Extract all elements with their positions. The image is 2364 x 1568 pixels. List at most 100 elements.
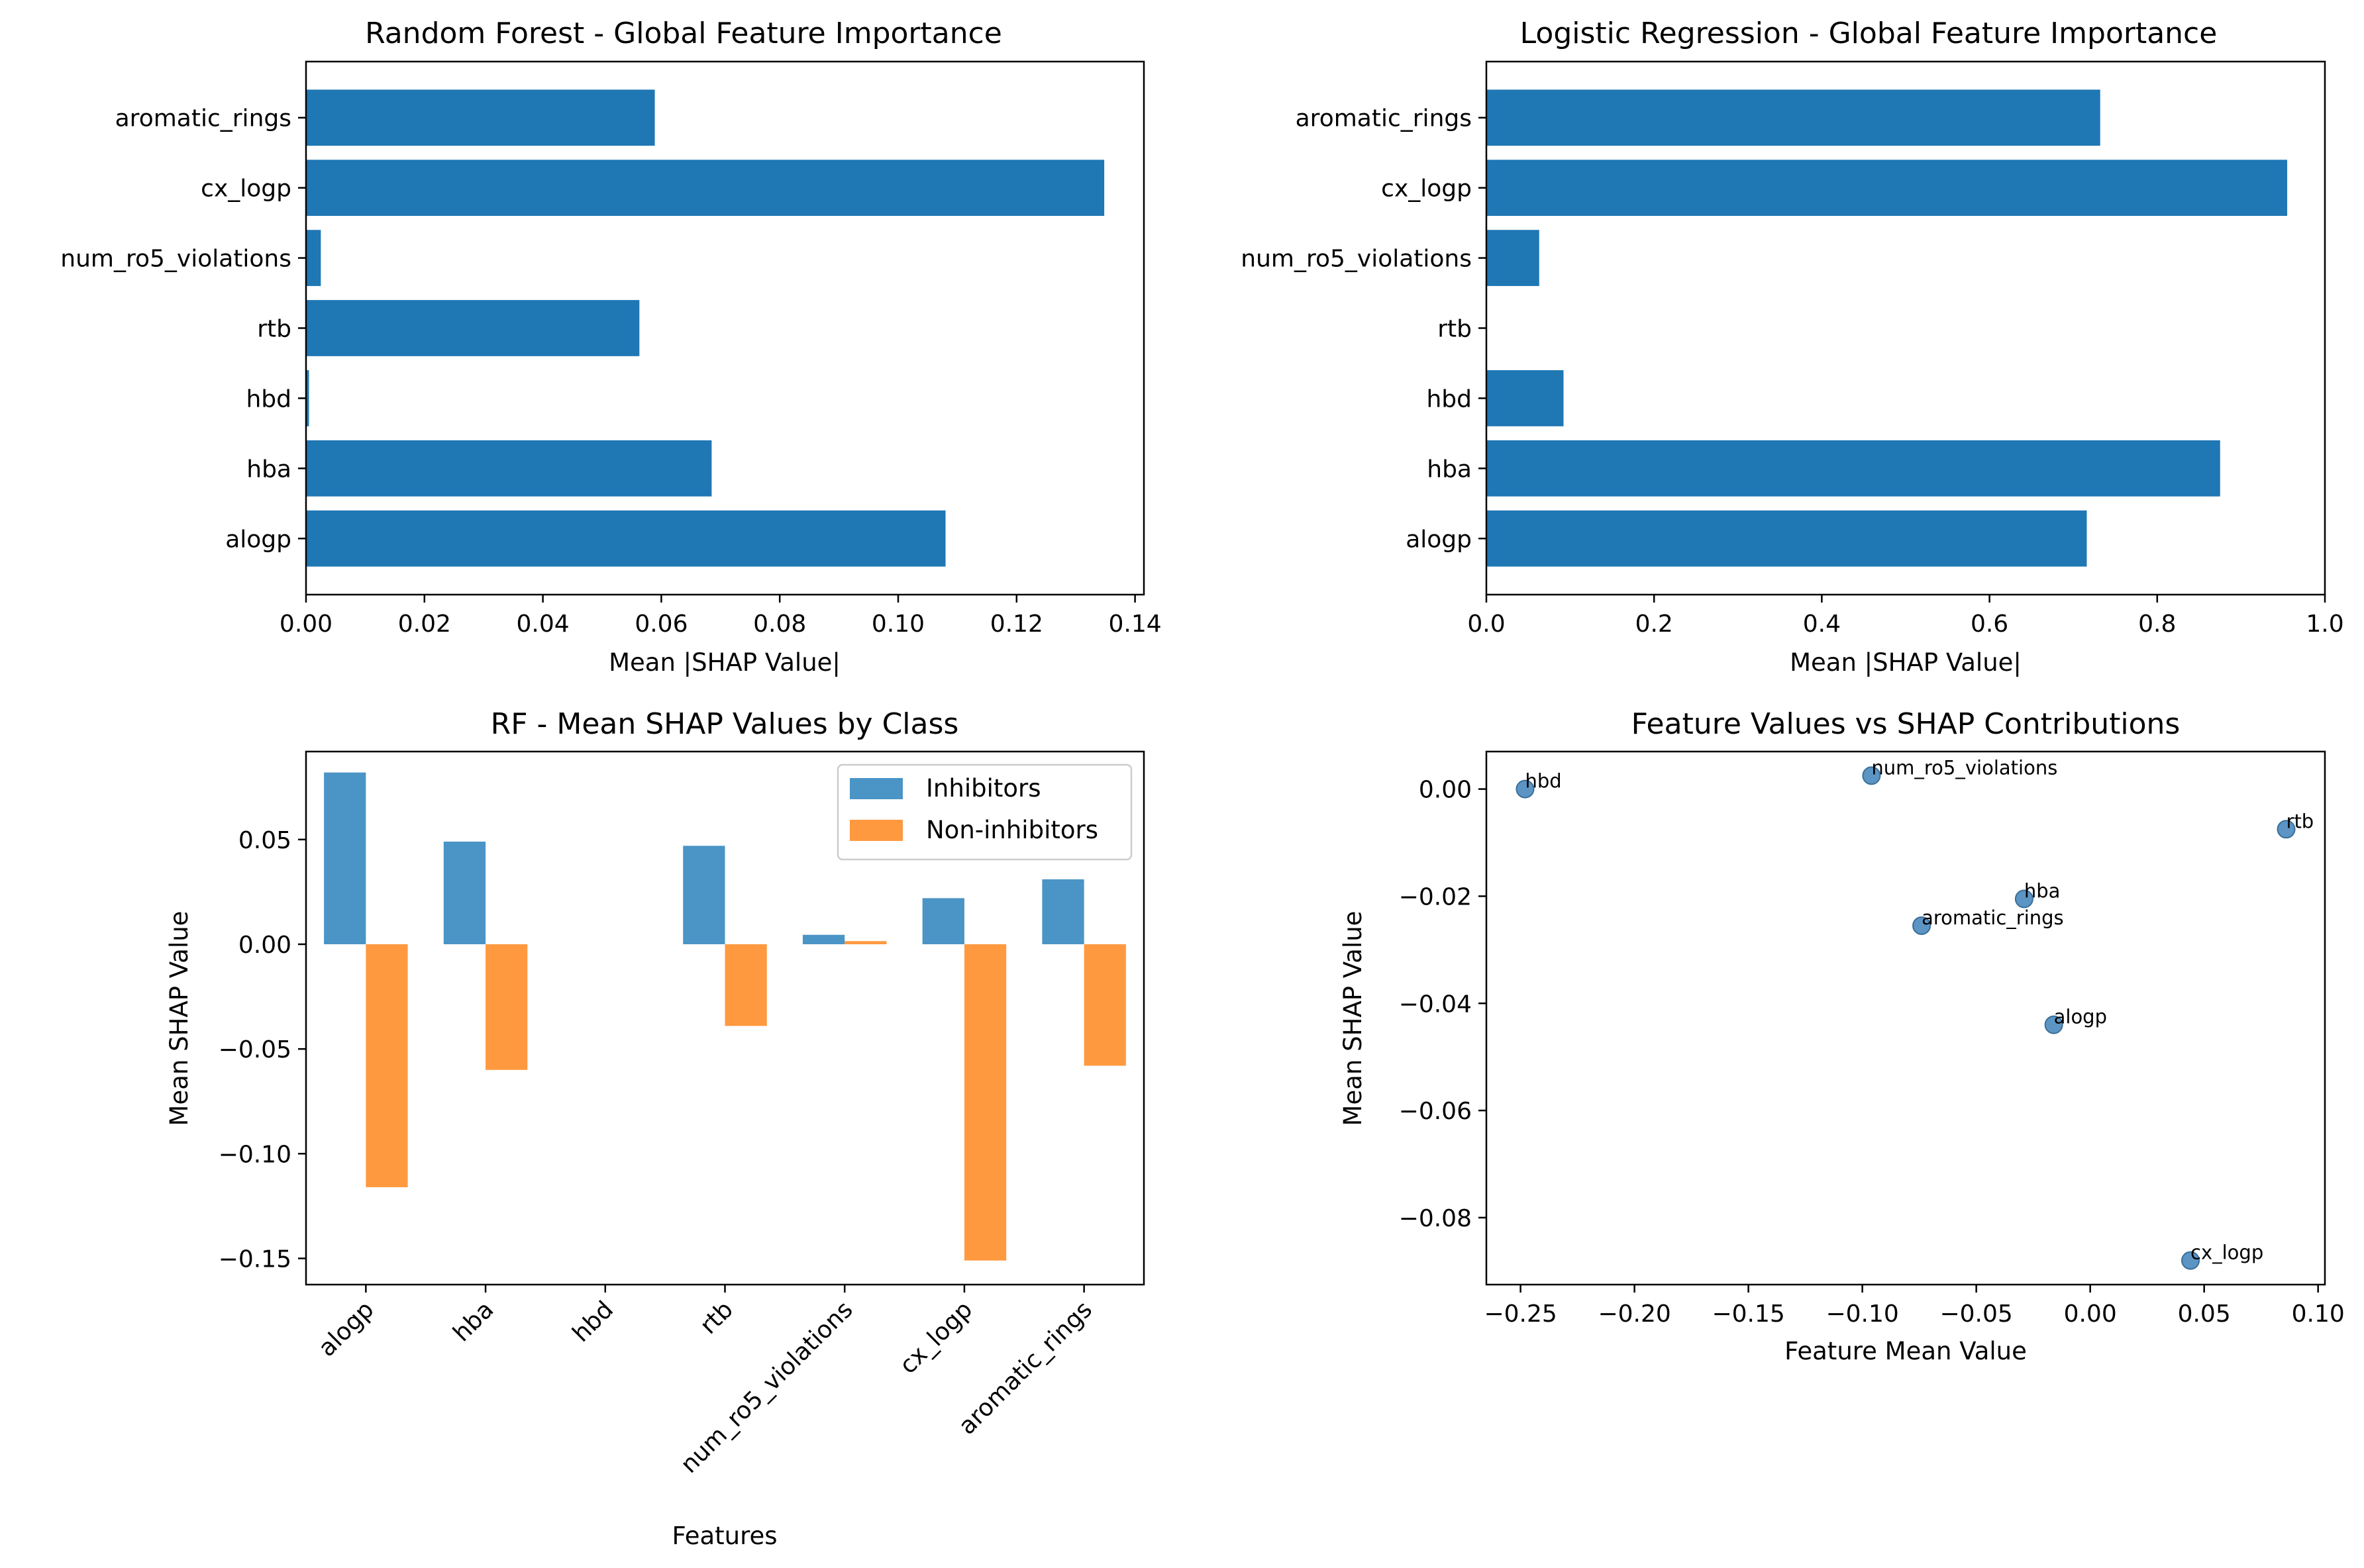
point-cx_logp [2181, 1251, 2200, 1270]
bar-aromatic_rings [1486, 89, 2100, 146]
point-aromatic_rings [1912, 916, 1931, 935]
chart-title: Feature Values vs SHAP Contributions [1631, 707, 2181, 741]
point-hba [2014, 889, 2033, 908]
bar-num_ro5_violations-inhibitors [802, 934, 845, 945]
y-tick-label: hba [1427, 456, 1472, 483]
bar-rtb [306, 300, 640, 356]
x-tick-label: 0.4 [1803, 611, 1841, 638]
bar-alogp [306, 510, 946, 567]
x-tick-label: 0.06 [635, 611, 688, 638]
x-tick-label: −0.20 [1598, 1300, 1670, 1328]
bar-hba-inhibitors [443, 842, 486, 945]
bar-hba [1486, 440, 2220, 497]
point-label-cx_logp: cx_logp [2190, 1242, 2263, 1264]
x-tick-label: 0.02 [398, 611, 451, 638]
y-tick-label: −0.05 [219, 1036, 291, 1063]
y-tick-label: rtb [1437, 316, 1472, 343]
point-rtb [2277, 820, 2296, 839]
y-axis-label: Mean SHAP Value [165, 911, 193, 1126]
chart-title: Random Forest - Global Feature Importanc… [365, 17, 1002, 50]
legend-label-inhibitors: Inhibitors [926, 774, 1041, 803]
bar-num_ro5_violations [306, 230, 321, 286]
x-tick-label: −0.25 [1484, 1300, 1557, 1328]
point-hbd [1516, 779, 1535, 799]
x-axis-label: Mean |SHAP Value| [1790, 648, 2022, 677]
x-tick-label: 0.00 [2064, 1300, 2117, 1328]
legend: Inhibitors Non-inhibitors [837, 763, 1133, 861]
legend-box [837, 763, 1133, 861]
x-tick-label: cx_logp [895, 1296, 978, 1379]
plot-frame [1485, 60, 2326, 596]
y-tick-label: aromatic_rings [1296, 105, 1472, 132]
point-label-rtb: rtb [2287, 810, 2314, 832]
y-tick-label: hba [246, 456, 291, 483]
y-tick-label: 0.05 [238, 827, 291, 854]
y-tick-label: cx_logp [1381, 175, 1472, 203]
x-tick-label: 0.00 [280, 611, 333, 638]
y-tick-label: −0.02 [1399, 883, 1472, 910]
chart-title: RF - Mean SHAP Values by Class [491, 707, 959, 741]
x-tick-label: 0.12 [990, 611, 1043, 638]
y-tick-label: 0.00 [238, 932, 291, 959]
x-tick-label: −0.15 [1712, 1300, 1784, 1328]
x-tick-label: 0.08 [753, 611, 806, 638]
plot-frame [305, 60, 1145, 596]
point-alogp [2044, 1015, 2063, 1034]
x-tick-label: 0.10 [2292, 1300, 2345, 1328]
bar-alogp [1486, 510, 2087, 567]
y-tick-label: −0.08 [1399, 1205, 1472, 1232]
y-tick-label: aromatic_rings [115, 105, 291, 132]
point-label-num_ro5_violations: num_ro5_violations [1871, 756, 2057, 779]
x-tick-label: 0.14 [1109, 611, 1162, 638]
bar-aromatic_rings-inhibitors [1042, 879, 1084, 945]
legend-swatch-inhibitors [850, 778, 903, 799]
point-label-hbd: hbd [1525, 770, 1561, 793]
y-tick-label: −0.04 [1399, 991, 1472, 1018]
chart-title: Logistic Regression - Global Feature Imp… [1520, 17, 2218, 50]
x-tick-label: −0.10 [1825, 1300, 1898, 1328]
legend-label-non-inhibitors: Non-inhibitors [926, 816, 1098, 844]
lr-importance-chart: Logistic Regression - Global Feature Imp… [1241, 17, 2343, 677]
plot-frame [1485, 750, 2326, 1286]
x-tick-label: 0.8 [2138, 611, 2176, 638]
y-tick-label: cx_logp [201, 175, 291, 203]
y-tick-label: −0.15 [219, 1246, 291, 1273]
feature-vs-shap-scatter: Feature Values vs SHAP Contributions hbd… [1339, 707, 2345, 1365]
x-tick-label: 0.0 [1467, 611, 1505, 638]
bar-cx_logp [1486, 160, 2288, 217]
plot-frame [305, 750, 1145, 1286]
x-axis-label: Feature Mean Value [1784, 1337, 2027, 1365]
bar-num_ro5_violations [1486, 230, 1539, 286]
x-tick-label: 0.2 [1635, 611, 1673, 638]
y-tick-label: rtb [257, 316, 291, 343]
bar-aromatic_rings-non-inhibitors [1084, 944, 1126, 1066]
x-tick-label: 0.05 [2178, 1300, 2231, 1328]
bar-rtb-inhibitors [683, 846, 725, 945]
bar-hba [306, 440, 712, 497]
y-tick-label: 0.00 [1419, 777, 1472, 804]
x-tick-label: 1.0 [2306, 611, 2343, 638]
bar-cx_logp-inhibitors [922, 898, 964, 945]
x-axis-label: Features [672, 1522, 777, 1550]
x-tick-label: 0.6 [1971, 611, 2008, 638]
x-tick-label: hbd [568, 1296, 619, 1347]
bar-alogp-inhibitors [324, 772, 366, 945]
point-label-hba: hba [2024, 879, 2061, 902]
rf-class-shap-chart: RF - Mean SHAP Values by Class −0.15 −0.1… [165, 707, 1145, 1550]
point-label-alogp: alogp [2054, 1006, 2107, 1028]
x-tick-label: 0.10 [872, 611, 925, 638]
point-num_ro5_violations [1862, 766, 1881, 785]
x-axis-label: Mean |SHAP Value| [609, 648, 841, 677]
y-tick-label: −0.10 [219, 1141, 291, 1168]
bar-hbd [306, 370, 309, 426]
rf-importance-chart: Random Forest - Global Feature Importanc… [60, 17, 1161, 677]
bar-aromatic_rings [306, 89, 655, 146]
y-tick-label: hbd [1426, 385, 1472, 413]
bar-num_ro5_violations-non-inhibitors [845, 941, 887, 945]
bar-alogp-non-inhibitors [366, 944, 408, 1187]
y-tick-label: num_ro5_violations [60, 246, 291, 273]
bar-hba-non-inhibitors [486, 944, 528, 1070]
y-tick-label: −0.06 [1399, 1098, 1472, 1125]
y-tick-label: alogp [1406, 526, 1472, 553]
